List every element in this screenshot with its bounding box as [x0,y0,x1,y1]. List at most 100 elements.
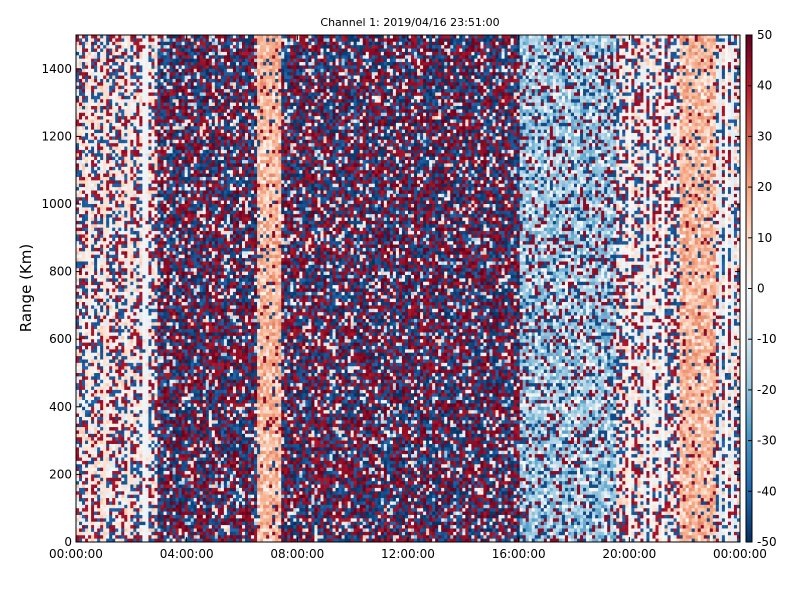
heatmap-cell [136,410,140,414]
heatmap-cell [118,102,122,107]
heatmap-cell [169,200,173,205]
heatmap-cell [115,237,119,242]
heatmap-cell [124,525,128,529]
heatmap-cell [151,281,155,286]
heatmap-cell [154,119,158,124]
heatmap-cell [79,443,83,448]
heatmap-cell [121,136,125,141]
heatmap-cell [118,75,122,80]
heatmap-cell [121,271,125,276]
heatmap-cell [139,376,143,381]
heatmap-cell [85,92,89,97]
heatmap-cell [130,389,134,394]
heatmap-cell [115,457,119,462]
heatmap-cell [115,176,119,181]
heatmap-cell [145,129,149,134]
heatmap-cell [163,359,167,364]
heatmap-cell [172,389,176,394]
heatmap-cell [85,95,89,100]
heatmap-cell [94,285,98,289]
heatmap-cell [151,224,155,229]
heatmap-cell [157,95,161,100]
heatmap-cell [94,227,98,232]
heatmap-cell [109,362,113,367]
heatmap-cell [148,247,152,252]
heatmap-cell [76,105,80,110]
heatmap-cell [139,214,143,218]
heatmap-cell [100,329,104,333]
heatmap-cell [127,193,131,198]
heatmap-cell [148,332,152,337]
heatmap-cell [163,514,167,519]
heatmap-cell [133,318,137,323]
heatmap-cell [91,342,95,347]
heatmap-cell [118,89,122,93]
heatmap-cell [100,210,104,215]
heatmap-cell [124,400,128,404]
heatmap-cell [127,220,131,225]
heatmap-cell [103,207,107,212]
heatmap-cell [157,501,161,506]
heatmap-cell [97,204,101,208]
heatmap-cell [76,322,80,327]
heatmap-cell [85,315,89,320]
heatmap-cell [112,38,116,43]
heatmap-cell [151,511,155,516]
heatmap-cell [85,51,89,56]
heatmap-cell [145,298,149,303]
heatmap-cell [127,78,131,83]
heatmap-cell [133,322,137,327]
heatmap-cell [82,315,86,320]
heatmap-cell [154,484,158,489]
heatmap-cell [151,437,155,441]
heatmap-cell [169,501,173,506]
heatmap-cell [100,312,104,316]
heatmap-cell [91,133,95,137]
heatmap-cell [91,349,95,354]
heatmap-cell [166,224,170,229]
heatmap-cell [118,359,122,364]
heatmap-cell [82,285,86,289]
heatmap-cell [118,423,122,428]
heatmap-cell [160,389,164,394]
heatmap-cell [115,481,119,485]
heatmap-cell [106,460,110,465]
heatmap-cell [106,62,110,66]
heatmap-cell [130,427,134,431]
heatmap-cell [163,518,167,523]
heatmap-cell [106,356,110,360]
heatmap-cell [172,122,176,127]
heatmap-cell [118,187,122,191]
heatmap-cell [100,332,104,337]
heatmap-cell [127,366,131,370]
heatmap-cell [151,268,155,272]
heatmap-cell [157,302,161,306]
heatmap-cell [82,170,86,174]
heatmap-cell [118,153,122,158]
heatmap-cell [169,498,173,502]
heatmap-cell [127,207,131,212]
heatmap-cell [106,160,110,164]
heatmap-cell [79,400,83,404]
heatmap-cell [124,126,128,130]
heatmap-cell [151,443,155,448]
heatmap-cell [103,460,107,465]
heatmap-cell [106,68,110,73]
heatmap-cell [103,129,107,134]
heatmap-cell [169,447,173,452]
heatmap-cell [160,210,164,215]
heatmap-cell [121,389,125,394]
heatmap-cell [130,487,134,492]
heatmap-cell [94,514,98,519]
heatmap-cell [169,170,173,174]
heatmap-cell [115,190,119,195]
heatmap-cell [175,58,179,63]
heatmap-cell [100,183,104,188]
heatmap-cell [169,68,173,73]
heatmap-cell [172,508,176,512]
heatmap-cell [163,525,167,529]
heatmap-cell [133,75,137,80]
heatmap-cell [133,315,137,320]
heatmap-cell [82,362,86,367]
heatmap-cell [127,48,131,53]
